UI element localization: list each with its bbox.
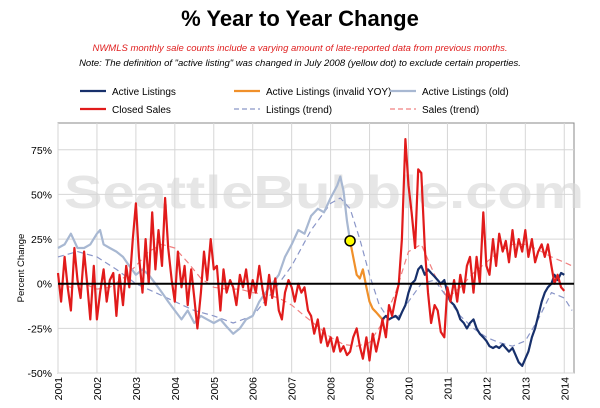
legend-label-listings-trend: Listings (trend) (266, 105, 332, 116)
watermark: SeattleBubble.com (64, 166, 584, 218)
x-tick-label: 2002 (92, 377, 104, 401)
x-tick-label: 2007 (287, 377, 299, 401)
x-tick-label: 2009 (365, 377, 377, 401)
y-tick-label: 25% (31, 234, 52, 246)
marker-layer (344, 235, 356, 247)
legend-label-active-listings-invalid-yoy: Active Listings (invalid YOY) (266, 87, 391, 98)
series-active-listings-invalid-yoy-line (349, 240, 384, 321)
x-tick-label: 2001 (53, 377, 65, 401)
x-tick-label: 2006 (248, 377, 260, 401)
axis-ticks: 75% 50% 25% 0% -25% -50%2001 2002 2003 2004 2005 2… (27, 145, 571, 401)
y-axis-label: Percent Change (16, 234, 27, 303)
legend-label-active-listings: Active Listings (112, 87, 176, 98)
legend: Active Listings Active Listings (invalid … (80, 87, 509, 116)
series-active-listings-line (381, 264, 565, 367)
chart-note-definition-change: Note: The definition of "active listing"… (79, 58, 521, 69)
definition-change-marker (344, 235, 356, 247)
chart-note-late-reported: NWMLS monthly sale counts include a vary… (92, 43, 508, 54)
legend-label-active-listings-old: Active Listings (old) (422, 87, 509, 98)
y-tick-label: 50% (31, 189, 52, 201)
x-tick-label: 2008 (326, 377, 338, 401)
y-tick-label: -50% (27, 368, 52, 380)
series-listings-trend-line (57, 197, 573, 347)
legend-label-closed-sales: Closed Sales (112, 105, 171, 116)
x-tick-label: 2011 (442, 377, 454, 400)
x-tick-label: 2010 (403, 377, 415, 401)
x-tick-label: 2003 (131, 377, 143, 401)
chart-title: % Year to Year Change (181, 6, 419, 31)
legend-label-sales-trend: Sales (trend) (422, 105, 479, 116)
x-tick-label: 2004 (170, 377, 182, 401)
x-tick-label: 2014 (559, 377, 571, 401)
y-tick-label: 75% (31, 145, 52, 157)
x-tick-label: 2013 (520, 377, 532, 401)
x-tick-label: 2012 (481, 377, 493, 401)
series-active-listings-old-line (57, 175, 352, 335)
y-tick-label: 0% (37, 279, 52, 291)
watermark-layer: SeattleBubble.com (64, 166, 584, 218)
y-tick-label: -25% (27, 323, 52, 335)
x-tick-label: 2005 (209, 377, 221, 401)
